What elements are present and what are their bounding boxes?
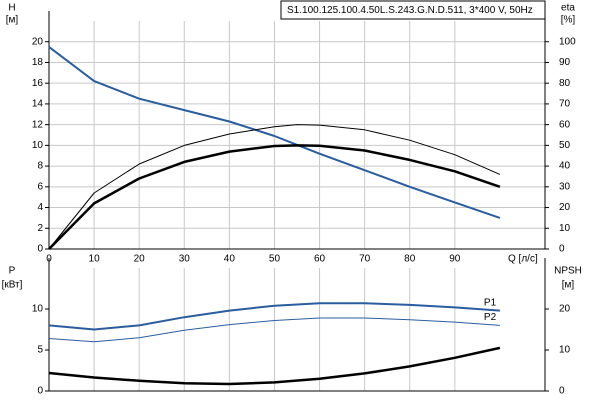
x-tick-label: 50 [269, 254, 281, 265]
y-tick-label: 14 [32, 99, 44, 110]
y-axis-label: P [9, 266, 16, 277]
y-tick-label: 16 [32, 78, 44, 89]
curve [48, 46, 501, 219]
x-tick-label: 20 [134, 254, 146, 265]
y-tick-label: 18 [32, 57, 44, 68]
x-tick-label: 70 [359, 254, 371, 265]
x-tick-label: 90 [449, 254, 461, 265]
y2-tick-label: 20 [559, 202, 571, 213]
y-tick-label: 10 [32, 304, 44, 315]
y-tick-label: 8 [37, 161, 43, 172]
y-axis-label: [м] [6, 15, 19, 26]
x-axis-label: Q [л/с] [508, 254, 538, 265]
y-tick-label: 0 [37, 386, 43, 397]
curve [48, 144, 501, 250]
y-tick-label: 12 [32, 119, 44, 130]
y2-tick-label: 50 [559, 140, 571, 151]
curve [48, 317, 500, 343]
x-tick-label: 40 [224, 254, 236, 265]
y2-tick-label: 20 [559, 304, 571, 315]
curve [48, 346, 501, 386]
title-box [280, 0, 546, 20]
y2-tick-label: 0 [559, 244, 565, 255]
y2-tick-label: 10 [559, 223, 571, 234]
y2-tick-label: 100 [559, 36, 576, 47]
x-tick-label: 30 [179, 254, 191, 265]
curve [48, 302, 500, 331]
chart-title: S1.100.125.100.4.50L.S.243.G.N.D.511, 3*… [287, 5, 533, 16]
y-axis-label: H [8, 3, 15, 14]
y2-tick-label: 80 [559, 78, 571, 89]
y2-axis-label: NPSH [554, 266, 582, 277]
y-tick-label: 2 [37, 223, 43, 234]
series-label: P2 [484, 312, 497, 323]
y2-tick-label: 30 [559, 181, 571, 192]
y2-tick-label: 0 [559, 386, 565, 397]
y-tick-label: 6 [37, 181, 43, 192]
x-tick-label: 80 [404, 254, 416, 265]
curve [48, 124, 501, 250]
y2-axis-label: [%] [561, 15, 576, 26]
y2-tick-label: 90 [559, 57, 571, 68]
y2-tick-label: 40 [559, 161, 571, 172]
y-tick-label: 10 [32, 140, 44, 151]
y2-axis-label: eta [561, 3, 575, 14]
x-tick-label: 10 [89, 254, 101, 265]
y-tick-label: 0 [37, 244, 43, 255]
series-label: P1 [484, 297, 497, 308]
y2-tick-label: 10 [559, 345, 571, 356]
y-tick-label: 5 [37, 345, 43, 356]
y-axis-label: [кВт] [2, 280, 23, 291]
y-tick-label: 4 [37, 202, 43, 213]
x-tick-label: 60 [314, 254, 326, 265]
y-tick-label: 20 [32, 36, 44, 47]
y2-axis-label: [м] [562, 280, 575, 291]
y2-tick-label: 60 [559, 119, 571, 130]
y2-tick-label: 70 [559, 99, 571, 110]
